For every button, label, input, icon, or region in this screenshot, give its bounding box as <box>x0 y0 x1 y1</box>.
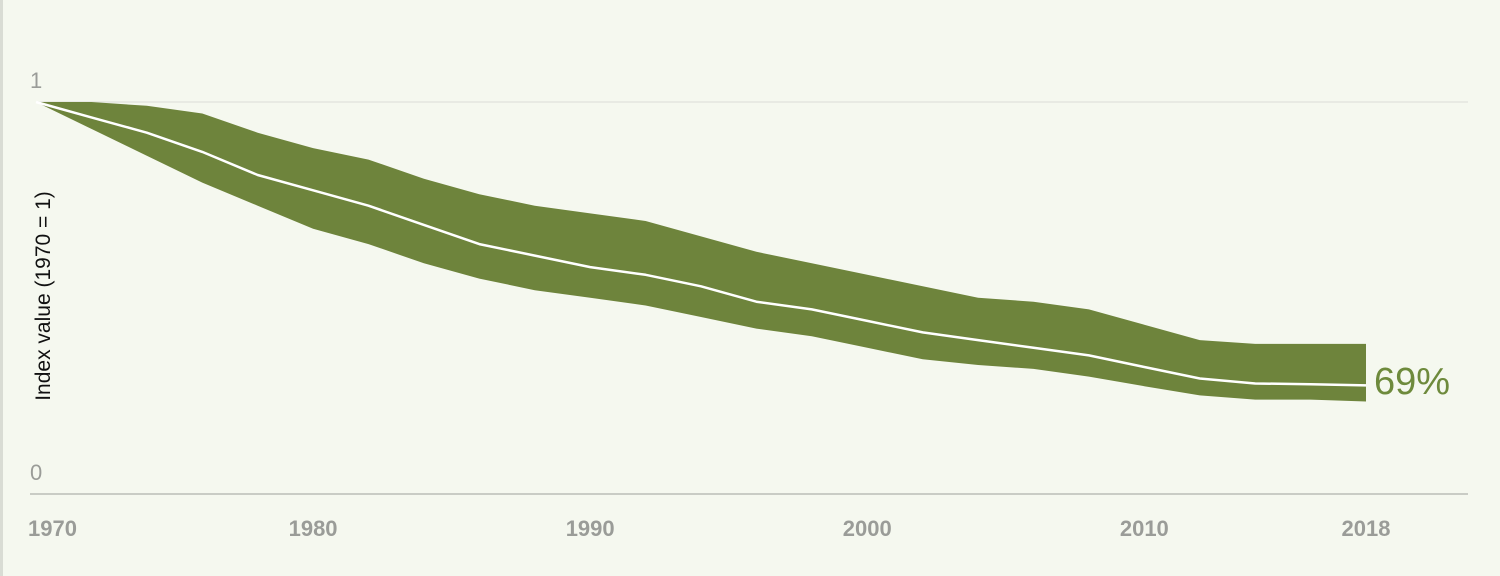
x-tick-2000: 2000 <box>843 516 892 541</box>
left-edge-border <box>0 0 3 576</box>
x-tick-labels: 1970 1980 1990 2000 2010 2018 <box>28 516 1390 541</box>
end-value-label: 69% <box>1374 361 1450 403</box>
x-tick-2018: 2018 <box>1342 516 1391 541</box>
y-tick-labels: 01 <box>30 68 42 485</box>
x-tick-1990: 1990 <box>566 516 615 541</box>
index-line <box>35 100 1367 387</box>
x-tick-1970: 1970 <box>28 516 77 541</box>
y-tick-1: 1 <box>30 68 42 93</box>
confidence-band <box>36 102 1366 402</box>
y-tick-0: 0 <box>30 460 42 485</box>
x-tick-1980: 1980 <box>289 516 338 541</box>
x-tick-2010: 2010 <box>1120 516 1169 541</box>
y-axis-title: Index value (1970 = 1) <box>32 191 55 401</box>
